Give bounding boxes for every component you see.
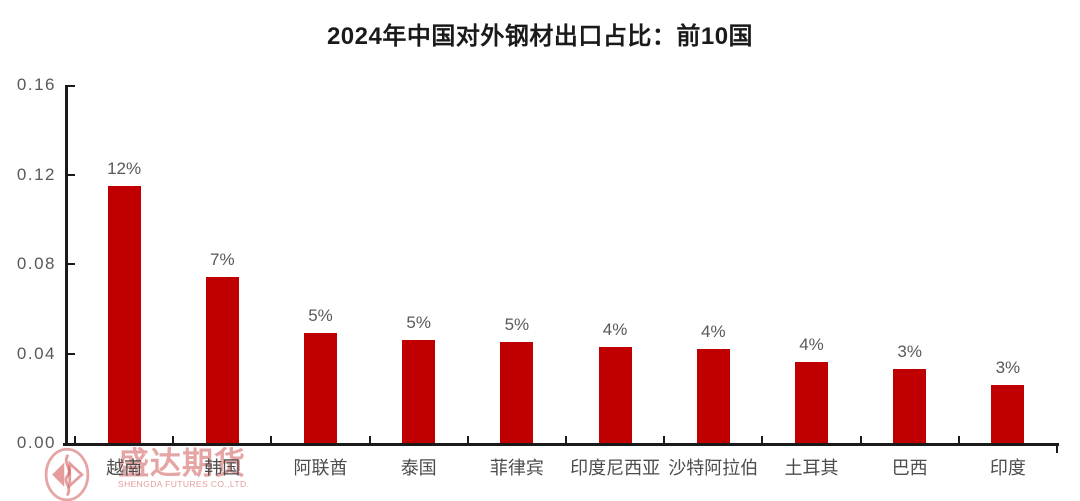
x-axis-tick <box>270 436 273 443</box>
bar-value-label: 3% <box>897 342 922 361</box>
x-axis-category-label: 印度 <box>989 458 1026 478</box>
watermark-company-subtitle: SHENGDA FUTURES CO.,LTD. <box>118 479 250 489</box>
bar-value-label: 5% <box>504 315 530 334</box>
y-axis-tick <box>66 352 75 355</box>
x-axis-tick <box>565 436 567 443</box>
x-axis-tick <box>368 436 371 443</box>
x-axis-line <box>63 443 1059 446</box>
x-axis-category-label: 菲律宾 <box>489 458 544 478</box>
x-axis-tick <box>957 436 960 443</box>
y-axis-tick-label: 0.08 <box>16 254 56 273</box>
bar-value-label: 5% <box>406 313 431 332</box>
x-axis-tick <box>859 436 862 443</box>
bar-value-label: 4% <box>701 322 726 341</box>
x-axis-category-label: 韩国 <box>204 458 241 478</box>
x-axis-end-tick <box>1056 446 1058 453</box>
watermark-text: 盛达期货 SHENGDA FUTURES CO.,LTD. <box>118 447 249 489</box>
chart-bar <box>893 369 927 443</box>
x-axis-tick <box>172 436 175 443</box>
x-axis-tick <box>663 436 666 443</box>
y-axis-line <box>65 85 68 446</box>
bar-value-label: 4% <box>799 335 824 354</box>
bar-value-label: 12% <box>107 159 142 178</box>
chart-bar <box>304 333 337 443</box>
x-axis-tick <box>761 436 764 443</box>
y-axis-tick-label: 0.00 <box>16 433 56 452</box>
x-axis-category-label: 泰国 <box>400 458 437 478</box>
y-axis-tick <box>66 263 75 265</box>
x-axis-category-label: 越南 <box>106 458 143 478</box>
bar-value-label: 5% <box>308 306 333 325</box>
x-axis-category-label: 土耳其 <box>784 458 839 478</box>
y-axis-tick-label: 0.04 <box>16 343 56 363</box>
chart-bar <box>402 340 436 443</box>
x-axis-category-label: 阿联酋 <box>293 458 348 478</box>
x-axis-category-label: 巴西 <box>891 458 928 478</box>
chart-bar <box>795 362 828 443</box>
y-axis-tick-label: 0.12 <box>16 164 56 184</box>
x-axis-tick <box>466 436 469 443</box>
y-axis-tick <box>66 85 75 87</box>
chart-bar <box>598 347 632 443</box>
chart-bar <box>500 342 534 443</box>
x-axis-category-label: 印度尼西亚 <box>570 458 661 478</box>
watermark-company-name: 盛达期货 <box>118 446 246 481</box>
y-axis-tick-label: 0.16 <box>16 75 56 94</box>
chart-bar <box>205 277 239 443</box>
bar-value-label: 3% <box>995 358 1021 377</box>
bar-value-label: 4% <box>602 320 628 339</box>
x-axis-category-label: 沙特阿拉伯 <box>668 458 759 478</box>
chart-title: 2024年中国对外钢材出口占比：前10国 <box>326 23 754 50</box>
bar-value-label: 7% <box>210 250 235 269</box>
chart-bar <box>991 385 1025 443</box>
chart-bar <box>107 186 141 443</box>
x-axis-tick <box>74 436 76 443</box>
shengda-futures-logo-icon <box>44 447 90 501</box>
y-axis-tick <box>66 173 75 176</box>
chart-bar <box>696 349 730 443</box>
